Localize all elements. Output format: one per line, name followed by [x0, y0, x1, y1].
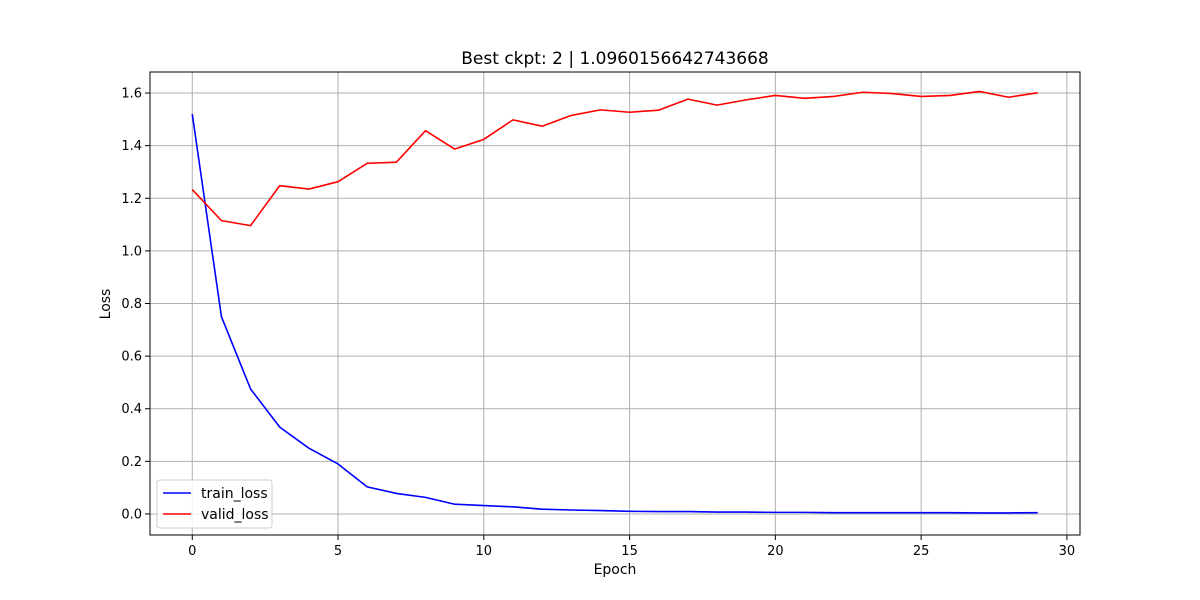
series-line-valid-loss — [191, 90, 1038, 227]
y-tick-label: 0.6 — [121, 350, 142, 365]
grid — [150, 72, 1080, 535]
legend-box — [156, 479, 273, 529]
y-tick-label: 1.2 — [121, 192, 142, 207]
x-tick-label: 5 — [334, 544, 342, 559]
x-tick-label: 20 — [767, 544, 784, 559]
y-tick-label: 1.0 — [121, 244, 142, 259]
legend-label-valid-loss: valid_loss — [201, 507, 269, 523]
x-tick-label: 10 — [476, 544, 493, 559]
chart-title: Best ckpt: 2 | 1.0960156642743668 — [461, 49, 768, 69]
y-axis-label: Loss — [98, 289, 114, 320]
y-tick-label: 0.2 — [121, 455, 142, 470]
x-axis-label: Epoch — [594, 562, 637, 578]
series-line-train-loss — [191, 113, 1038, 514]
y-tick-label: 1.4 — [121, 139, 142, 154]
y-tick-label: 1.6 — [121, 87, 142, 102]
y-tick-label: 0.8 — [121, 297, 142, 312]
x-tick-label: 30 — [1059, 544, 1076, 559]
legend: train_loss valid_loss — [156, 479, 273, 529]
y-tick-label: 0.4 — [121, 402, 142, 417]
x-tick-label: 25 — [913, 544, 930, 559]
legend-label-train-loss: train_loss — [201, 486, 268, 502]
y-tick-label: 0.0 — [121, 507, 142, 522]
x-tick-label: 15 — [621, 544, 638, 559]
axis-ticks: 0 5 10 15 20 25 30 0.0 0.2 0.4 0.6 0.8 1.0 1.2 1.4 1.6 — [121, 87, 1075, 559]
x-tick-label: 0 — [188, 544, 196, 559]
series-lines — [191, 90, 1038, 514]
